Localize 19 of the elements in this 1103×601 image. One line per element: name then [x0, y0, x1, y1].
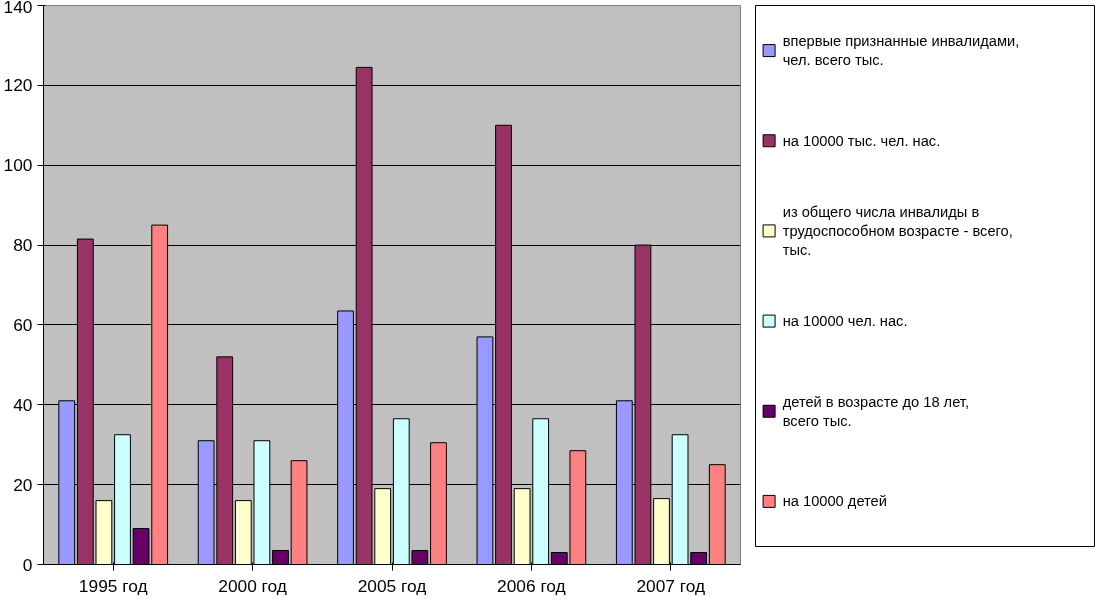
legend-label: из общего числа инвалиды в трудоспособном возрасте - всего, тыс. — [782, 203, 1013, 259]
x-tick-label: 2000 год — [218, 575, 287, 596]
x-tick-label: 2005 год — [357, 575, 427, 596]
y-tick-label: 100 — [3, 155, 33, 176]
y-tick-label: 20 — [13, 474, 33, 495]
x-tick-label: 2007 год — [636, 575, 706, 596]
y-tick-label: 60 — [13, 314, 33, 335]
legend-label: на 10000 тыс. чел. нас. — [782, 132, 941, 149]
x-tick-label: 2006 год — [497, 575, 566, 596]
y-tick-label: 140 — [3, 0, 33, 17]
legend-label: на 10000 чел. нас. — [782, 313, 908, 330]
y-tick-label: 120 — [3, 75, 33, 96]
legend-label: впервые признанные инвалидами, чел. всего тыс. — [782, 32, 1020, 69]
x-tick-label: 1995 год — [78, 575, 148, 596]
y-tick-label: 80 — [13, 235, 33, 256]
legend-label: детей в возрасте до 18 лет, всего тыс. — [782, 393, 969, 429]
y-tick-label: 40 — [13, 394, 33, 415]
y-tick-label: 0 — [22, 554, 33, 575]
legend-label: на 10000 детей — [782, 493, 887, 510]
